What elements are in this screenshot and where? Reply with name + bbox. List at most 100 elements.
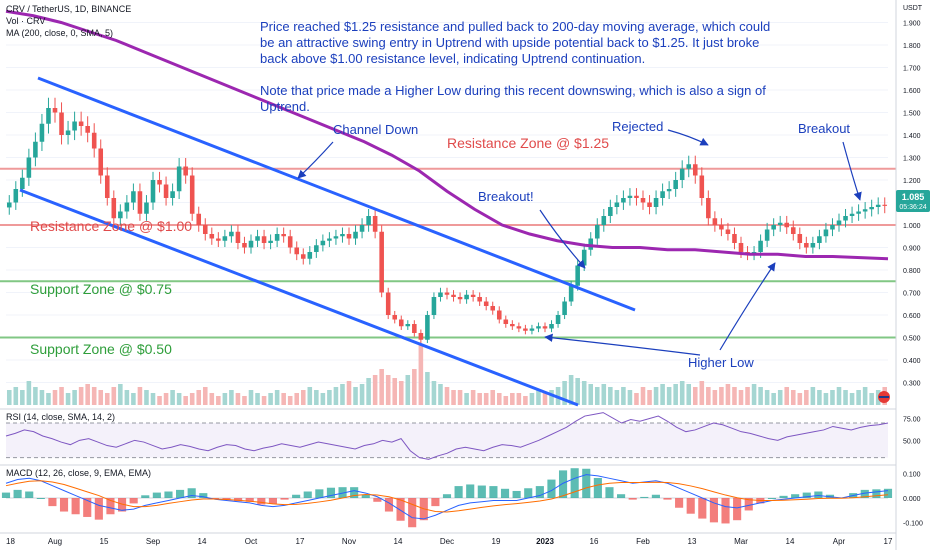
macd-legend[interactable]: MACD (12, 26, close, 9, EMA, EMA) (6, 468, 152, 478)
volume-bar (568, 375, 574, 405)
volume-legend[interactable]: Vol · CRV (6, 16, 46, 26)
volume-bar (751, 384, 757, 405)
y-tick-label: 0.900 (903, 246, 921, 253)
candle-body (797, 234, 803, 243)
volume-bar (843, 390, 848, 405)
candle-body (836, 220, 842, 225)
volume-bar (150, 393, 156, 405)
volume-bar (287, 396, 293, 405)
candle-body (568, 285, 574, 302)
x-tick-label: 14 (394, 537, 403, 546)
candle-body (621, 198, 626, 203)
volume-bar (196, 390, 202, 405)
macd-histogram-bar (582, 468, 591, 498)
volume-bar (170, 390, 175, 405)
candle-body (804, 243, 809, 248)
macd-histogram-bar (454, 486, 463, 498)
channel-upper-line (37, 76, 636, 312)
macd-histogram-bar (48, 498, 57, 507)
macd-histogram-bar (477, 485, 486, 498)
time-axis: 18 Aug 15 Sep 14 Oct 17 Nov 14 Dec 19 2023 16 Feb 13 Ma… (0, 0, 897, 550)
y-axis-unit: USDT (903, 5, 923, 12)
macd-histogram-bar (524, 488, 533, 498)
volume-bar (849, 393, 855, 405)
candle-body (300, 254, 306, 259)
volume-bar (242, 396, 247, 405)
volume-bar (222, 393, 228, 405)
volume-bar (137, 387, 143, 405)
resistance-125-label: Resistance Zone @ $1.25 (447, 135, 610, 151)
volume-bar (189, 393, 195, 405)
y-tick-label: 1.800 (903, 43, 921, 50)
macd-histogram-bar (686, 498, 695, 514)
candle-body (340, 234, 345, 237)
candle-body (758, 240, 763, 252)
volume-bar (118, 384, 123, 405)
volume-bar (490, 390, 496, 405)
y-tick-label: 1.200 (903, 178, 921, 185)
macd-histogram-bar (152, 492, 161, 498)
candle-body (712, 218, 718, 225)
rsi-tick-label: 50.00 (903, 438, 921, 445)
candle-body (431, 297, 437, 315)
volume-bar (745, 387, 750, 405)
x-tick-label: 18 (6, 537, 15, 546)
x-tick-label: 17 (884, 537, 893, 546)
macd-histogram-bar (361, 494, 370, 498)
volume-bar (385, 375, 391, 405)
macd-histogram-bar (535, 486, 544, 498)
macd-histogram-bar (164, 491, 173, 498)
annotation-arrows (297, 129, 862, 356)
volume-bar (26, 381, 32, 405)
macd-histogram-bar (733, 498, 742, 521)
volume-bar (425, 372, 430, 405)
y-tick-label: 0.400 (903, 358, 921, 365)
candle-body (614, 202, 620, 207)
volume-bar (59, 387, 64, 405)
candle-body (653, 198, 659, 207)
candle-body (242, 243, 247, 248)
candle-body (157, 180, 162, 185)
y-tick-label: 1.900 (903, 21, 921, 28)
x-tick-label: 17 (296, 537, 305, 546)
candle-body (72, 121, 77, 131)
support-075-label: Support Zone @ $0.75 (30, 281, 172, 297)
candle-body (392, 315, 398, 320)
candle-body (719, 225, 724, 230)
volume-bar (542, 393, 548, 405)
macd-histogram-bar (605, 487, 614, 498)
candle-body (13, 189, 19, 203)
macd-histogram-bar (814, 491, 823, 498)
macd-histogram-bar (257, 498, 266, 505)
macd-histogram-bar (83, 498, 92, 517)
macd-histogram-bar (651, 494, 660, 498)
macd-histogram-bar (442, 494, 452, 498)
macd-tick-label: 0.000 (903, 496, 921, 503)
candle-body (451, 294, 456, 297)
x-tick-label: 14 (786, 537, 795, 546)
rsi-legend[interactable]: RSI (14, close, SMA, 14, 2) (6, 412, 116, 422)
candle-body (608, 207, 613, 216)
macd-histogram-bar (25, 491, 34, 498)
volume-bar (549, 390, 554, 405)
volume-bar (483, 393, 489, 405)
candle-body (503, 319, 509, 324)
macd-histogram-bar (59, 498, 69, 512)
macd-histogram-bar (176, 489, 185, 498)
candle-body (372, 216, 378, 232)
candle-body (59, 112, 64, 135)
flag-icon[interactable] (878, 391, 890, 403)
candle-body (26, 157, 32, 178)
macd-histogram-bar (315, 489, 324, 498)
candle-body (542, 326, 548, 329)
volume-bar (124, 390, 130, 405)
x-tick-label: 19 (492, 537, 501, 546)
volume-bar (261, 396, 267, 405)
volume-bar (144, 390, 149, 405)
candle-body (346, 234, 352, 239)
ma-legend[interactable]: MA (200, close, 0, SMA, 5) (6, 28, 114, 38)
candle-body (359, 225, 365, 232)
x-tick-label: Nov (342, 537, 356, 546)
symbol-legend[interactable]: CRV / TetherUS, 1D, BINANCE (6, 4, 132, 14)
support-050-label: Support Zone @ $0.50 (30, 341, 172, 357)
